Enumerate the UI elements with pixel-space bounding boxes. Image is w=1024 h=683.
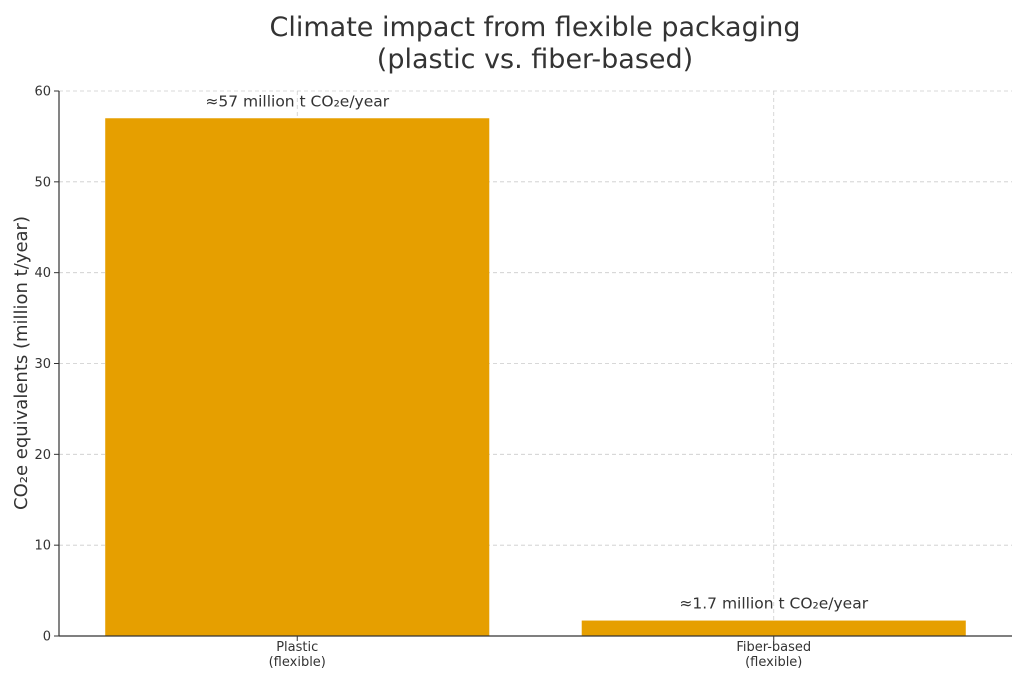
y-ticks: 0 10 20 30 40 50 60 [34,85,59,645]
chart-title-line-2: (plastic vs. fiber-based) [377,44,693,75]
x-ticks: Plastic(flexible)Fiber-based(flexible) [269,636,811,670]
data-labels: ≈57 million t CO₂e/year ≈1.7 million t CO… [205,92,868,612]
bar [105,118,490,636]
y-tick-label: 10 [34,539,51,554]
bar-data-label: ≈1.7 million t CO₂e/year [679,595,868,613]
y-tick-label: 0 [43,630,51,645]
x-tick-label: (flexible) [745,655,802,670]
y-tick-label: 20 [34,448,51,463]
y-axis-label: CO₂e equivalents (million t/year) [11,216,32,510]
y-tick-label: 40 [34,266,51,281]
bars [105,118,966,636]
chart-title-line-1: Climate impact from flexible packaging [270,12,801,43]
x-tick-label: (flexible) [269,655,326,670]
y-tick-label: 50 [34,175,51,190]
x-tick-label: Plastic [276,640,318,655]
bar-data-label: ≈57 million t CO₂e/year [205,92,389,110]
y-tick-label: 30 [34,357,51,372]
bar [581,620,966,636]
y-tick-label: 60 [34,85,51,100]
grid [59,90,1012,637]
x-tick-label: Fiber-based [736,640,811,655]
